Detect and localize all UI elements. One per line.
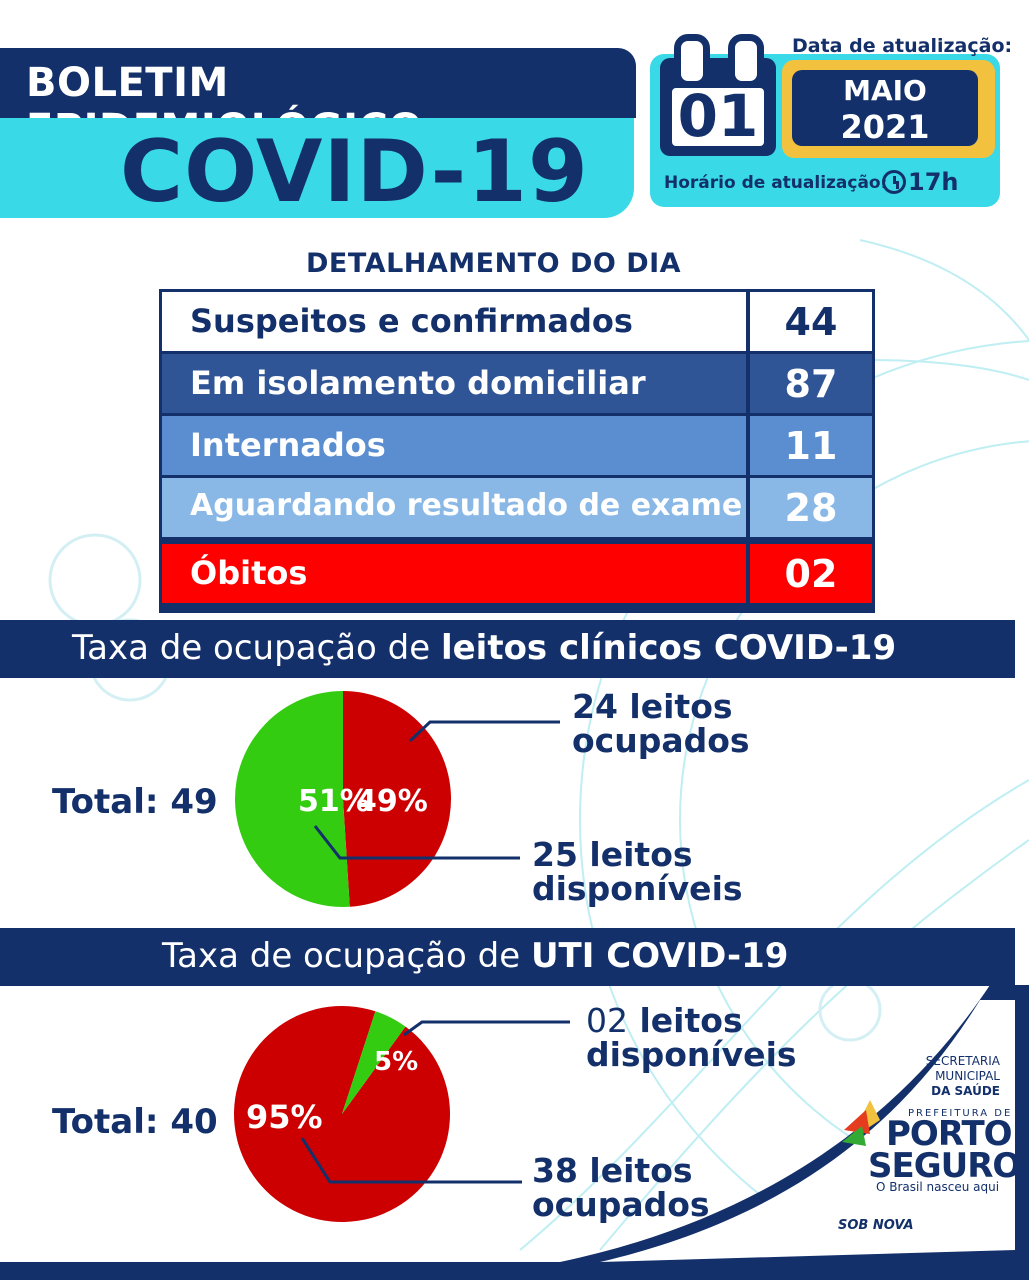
row-label: Internados: [190, 426, 386, 464]
clinical-occupied-pct: 49%: [356, 784, 428, 819]
table-row: Suspeitos e confirmados 44: [162, 292, 872, 351]
uti-occupied-leader: [300, 1137, 522, 1184]
sob-nova-label: SOB NOVA: [838, 1218, 914, 1233]
table-row: Internados 11: [162, 416, 872, 475]
row-value: 28: [784, 486, 838, 530]
clock-icon: [882, 170, 906, 194]
secretaria-line2: MUNICIPAL: [935, 1069, 1000, 1083]
uti-slices: [233, 1006, 450, 1222]
uti-banner: Taxa de ocupação de UTI COVID-19: [0, 928, 1015, 986]
clinical-occupied-line2: ocupados: [572, 721, 750, 760]
porto-seguro-logo-icon: [842, 1100, 880, 1146]
clinical-banner-prefix: Taxa de ocupação de: [72, 628, 441, 668]
secretaria-line1: SECRETARIA: [925, 1054, 1000, 1068]
calendar-icon: 01: [660, 34, 776, 156]
slogan: O Brasil nasceu aqui: [876, 1180, 1000, 1194]
update-month-inner: MAIO 2021: [792, 70, 978, 146]
uti-available-callout: 02 leitos disponíveis: [586, 1004, 797, 1072]
clinical-occupied-line1: 24 leitos: [572, 687, 733, 726]
row-label-cell: Óbitos: [162, 544, 746, 603]
row-label: Suspeitos e confirmados: [190, 302, 633, 340]
secretaria-label: SECRETARIA MUNICIPAL DA SAÚDE: [900, 1054, 1000, 1099]
row-value-cell: 11: [750, 416, 872, 475]
clinical-pie-chart: 51% 49%: [234, 691, 560, 907]
clinical-available-callout: 25 leitos disponíveis: [532, 838, 743, 906]
row-value-cell: 02: [750, 544, 872, 603]
clinical-slices: [234, 691, 451, 907]
clinical-banner-bold: leitos clínicos COVID-19: [440, 628, 897, 668]
uti-available-leader: [403, 1020, 570, 1037]
secretaria-line3: DA SAÚDE: [931, 1084, 1000, 1098]
table-row: Óbitos 02: [162, 544, 872, 603]
porto-word: PORTO: [886, 1114, 1013, 1154]
uti-available-pct: 5%: [374, 1047, 418, 1077]
uti-banner-text: Taxa de ocupação de UTI COVID-19: [162, 936, 788, 976]
clinical-total: Total: 49: [52, 782, 218, 822]
clinical-occupied-callout: 24 leitos ocupados: [572, 690, 750, 758]
uti-pie-chart: 95% 5%: [233, 1006, 570, 1222]
row-value-cell: 87: [750, 354, 872, 413]
row-label-cell: Aguardando resultado de exame: [162, 478, 746, 537]
update-month-box: MAIO 2021: [782, 60, 995, 158]
calendar-ring-icon: [728, 34, 764, 88]
calendar-face: 01: [672, 82, 764, 150]
detail-table: Suspeitos e confirmados 44 Em isolamento…: [159, 289, 875, 613]
row-value-cell: 44: [750, 292, 872, 351]
seguro-word: SEGURO: [868, 1146, 1021, 1186]
covid-title-bar: COVID-19: [0, 118, 634, 222]
uti-total: Total: 40: [52, 1102, 218, 1142]
uti-occupied-line2: ocupados: [532, 1185, 710, 1224]
clinical-available-pct: 51%: [298, 784, 370, 819]
clinical-banner: Taxa de ocupação de leitos clínicos COVI…: [0, 620, 1015, 678]
calendar-ring-icon: [674, 34, 710, 88]
row-label-cell: Internados: [162, 416, 746, 475]
row-label: Aguardando resultado de exame: [190, 488, 743, 523]
clinical-available-slice: [234, 691, 350, 907]
clinical-occupied-leader: [408, 720, 560, 743]
uti-banner-bold: UTI COVID-19: [530, 936, 789, 976]
uti-available-line1: 02 leitos: [586, 1004, 797, 1038]
uti-available-word: leitos: [628, 1001, 743, 1040]
uti-available-line2: disponíveis: [586, 1035, 797, 1074]
update-day: 01: [677, 82, 759, 150]
uti-banner-prefix: Taxa de ocupação de: [162, 936, 531, 976]
row-value: 87: [784, 362, 838, 406]
row-label-cell: Suspeitos e confirmados: [162, 292, 746, 351]
update-date-label: Data de atualização:: [792, 35, 1013, 57]
row-label-cell: Em isolamento domiciliar: [162, 354, 746, 413]
uti-occupied-callout: 38 leitos ocupados: [532, 1154, 710, 1222]
covid-title: COVID-19: [120, 122, 589, 222]
row-label: Óbitos: [190, 554, 308, 592]
clinical-available-line1: 25 leitos: [532, 835, 693, 874]
uti-available-num: 02: [586, 1001, 628, 1040]
prefeitura-label: PREFEITURA DE: [908, 1108, 1013, 1119]
uti-available-slice: [342, 1011, 406, 1114]
row-value: 11: [784, 424, 838, 468]
row-label: Em isolamento domiciliar: [190, 364, 646, 402]
update-time: 17h: [908, 168, 959, 196]
update-month: MAIO: [843, 74, 927, 107]
row-value: 02: [784, 552, 838, 596]
update-year: 2021: [840, 108, 930, 146]
row-value: 44: [784, 300, 838, 344]
row-value-cell: 28: [750, 478, 872, 537]
uti-occupied-slice: [233, 1006, 450, 1222]
clinical-banner-text: Taxa de ocupação de leitos clínicos COVI…: [72, 628, 896, 668]
update-time-label: Horário de atualização:: [664, 173, 888, 193]
porto-seguro-wordmark: PORTO SEGURO: [868, 1114, 1021, 1186]
clinical-occupied-slice: [343, 691, 451, 907]
table-row: Aguardando resultado de exame 28: [162, 478, 872, 537]
clinical-available-line2: disponíveis: [532, 869, 743, 908]
table-row: Em isolamento domiciliar 87: [162, 354, 872, 413]
uti-occupied-pct: 95%: [246, 1098, 323, 1136]
clinical-available-leader: [313, 825, 520, 860]
uti-occupied-line1: 38 leitos: [532, 1151, 693, 1190]
detail-title: DETALHAMENTO DO DIA: [306, 248, 682, 279]
